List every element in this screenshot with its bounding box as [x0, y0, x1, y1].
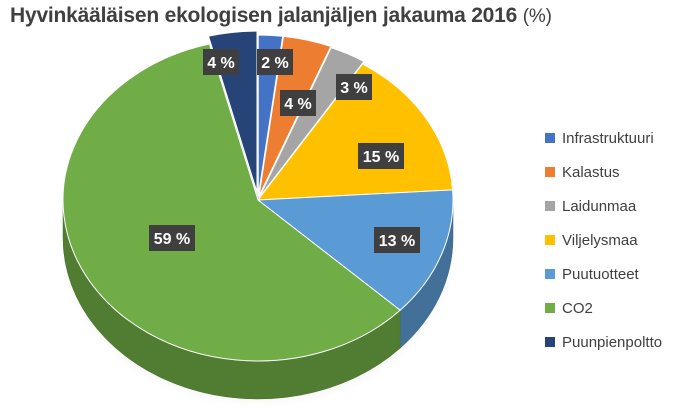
legend-item-laidunmaa: Laidunmaa: [545, 189, 662, 223]
legend-label: Kalastus: [562, 163, 620, 181]
legend-item-infrastruktuuri: Infrastruktuuri: [545, 121, 662, 155]
data-label-box: [149, 225, 195, 251]
legend-label: Infrastruktuuri: [562, 129, 654, 147]
pie-slice-kalastus: [258, 35, 332, 197]
data-label-text: 4 %: [284, 96, 312, 113]
data-label-box: [358, 143, 404, 169]
data-label-box: [257, 49, 293, 75]
data-label-text: 3 %: [340, 80, 368, 97]
legend-item-puutuotteet: Puutuotteet: [545, 257, 662, 291]
legend-swatch: [545, 303, 555, 313]
data-label-box: [374, 227, 420, 253]
data-label-laidunmaa: 3 %: [336, 74, 372, 100]
data-label-text: 4 %: [207, 55, 235, 72]
data-label-viljelysmaa: 15 %: [358, 143, 404, 169]
legend-swatch: [545, 167, 555, 177]
data-label-box: [336, 74, 372, 100]
data-label-text: 13 %: [379, 233, 415, 250]
legend-swatch: [545, 235, 555, 245]
legend-swatch: [545, 201, 555, 211]
legend-swatch: [545, 269, 555, 279]
legend-label: Puunpienpoltto: [562, 333, 663, 351]
legend-item-co2: CO2: [545, 291, 662, 325]
legend-item-kalastus: Kalastus: [545, 155, 662, 189]
legend-swatch: [545, 337, 555, 347]
data-label-puutuotteet: 13 %: [374, 227, 420, 253]
legend-label: CO2: [562, 299, 593, 317]
chart-legend: Infrastruktuuri Kalastus Laidunmaa Viljelys…: [545, 121, 662, 359]
legend-item-puunpienpoltto: Puunpienpoltto: [545, 325, 662, 359]
data-label-puunpienpoltto: 4 %: [203, 49, 239, 75]
pie-slice-puutuotteet: [256, 189, 454, 311]
data-label-box: [280, 90, 316, 116]
data-label-infrastruktuuri: 2 %: [257, 49, 293, 75]
legend-label: Laidunmaa: [562, 197, 637, 215]
legend-label: Viljelysmaa: [562, 231, 638, 249]
chart-title-unit: (%): [522, 6, 552, 27]
data-label-kalastus: 4 %: [280, 90, 316, 116]
data-label-text: 15 %: [363, 149, 399, 166]
legend-swatch: [545, 133, 555, 143]
legend-item-viljelysmaa: Viljelysmaa: [545, 223, 662, 257]
data-label-text: 2 %: [261, 55, 289, 72]
data-label-text: 59 %: [154, 231, 190, 248]
pie-slice-infrastruktuuri: [257, 34, 284, 197]
chart-title: Hyvinkääläisen ekologisen jalanjäljen ja…: [10, 4, 552, 28]
data-label-co2: 59 %: [149, 225, 195, 251]
pie-slice-co2: [62, 43, 401, 362]
legend-label: Puutuotteet: [562, 265, 639, 283]
data-label-box: [203, 49, 239, 75]
chart-title-main: Hyvinkääläisen ekologisen jalanjäljen ja…: [10, 4, 518, 27]
